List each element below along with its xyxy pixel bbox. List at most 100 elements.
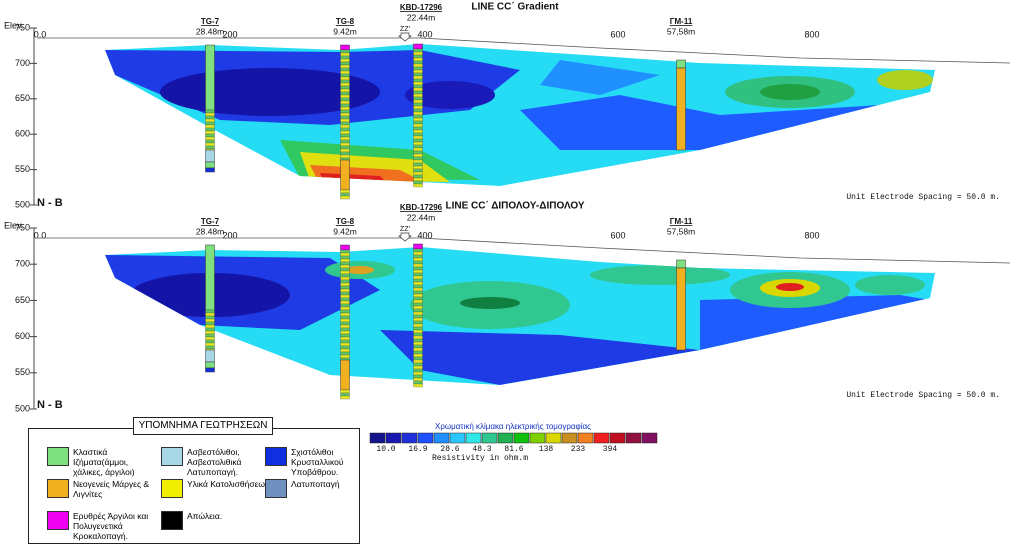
borehole-layer xyxy=(340,333,350,338)
legend-item: Λατυποπαγή xyxy=(265,479,357,498)
borehole-layer xyxy=(340,312,350,317)
borehole-layer xyxy=(340,148,350,153)
distance-tick-label: 400 xyxy=(417,29,432,39)
borehole-layer xyxy=(340,58,350,63)
borehole-depth: 22.44m xyxy=(407,12,435,22)
spacing-note: Unit Electrode Spacing = 50.0 m. xyxy=(846,193,1000,202)
legend-text: Ασβεστόλιθοι, Ασβεστολιθικά Λατυποπαγή. xyxy=(187,447,242,477)
scale-swatch xyxy=(481,432,498,444)
borehole-layer xyxy=(340,300,350,305)
distance-tick-label: 0.0 xyxy=(34,29,47,39)
borehole-layer xyxy=(413,78,423,83)
borehole-layer xyxy=(413,57,423,62)
borehole-layer xyxy=(340,151,350,156)
borehole-layer xyxy=(340,264,350,269)
resistivity-zone xyxy=(160,68,380,116)
legend-item: Ερυθρές Άργιλοι και Πολυγενετικά Κροκαλο… xyxy=(47,511,159,541)
borehole-layer xyxy=(413,177,423,182)
borehole-layer xyxy=(413,311,423,316)
borehole-layer xyxy=(340,348,350,353)
borehole-layer xyxy=(340,70,350,75)
borehole-layer xyxy=(340,82,350,87)
borehole-layer xyxy=(413,180,423,185)
scale-swatch xyxy=(513,432,530,444)
borehole-layer xyxy=(205,121,215,126)
resistivity-zone xyxy=(380,330,700,385)
borehole-layer xyxy=(205,124,215,129)
legend-title: ΥΠΟΜΝΗΜΑ ΓΕΩΤΡΗΣΕΩΝ xyxy=(133,417,273,435)
scale-swatch xyxy=(593,432,610,444)
borehole-layer xyxy=(205,109,215,114)
borehole-layer xyxy=(340,94,350,99)
borehole-layer xyxy=(413,275,423,280)
borehole-layer xyxy=(340,389,350,394)
elevation-tick-label: 500 xyxy=(15,403,30,413)
resistivity-zone xyxy=(405,81,495,109)
borehole-layer xyxy=(340,79,350,84)
borehole-layer xyxy=(413,284,423,289)
legend-swatch xyxy=(161,447,183,466)
borehole-layer xyxy=(413,84,423,89)
borehole-layer xyxy=(413,305,423,310)
borehole-layer xyxy=(340,273,350,278)
scale-swatch xyxy=(417,432,434,444)
legend-item: Ασβεστόλιθοι, Ασβεστολιθικά Λατυποπαγή. xyxy=(161,447,273,477)
legend-item: Κλαστικά Ιζήματα(άμμοι, χάλικες, άργιλοι… xyxy=(47,447,159,477)
scale-swatch xyxy=(385,432,402,444)
scale-swatch xyxy=(561,432,578,444)
borehole-layer xyxy=(340,118,350,123)
borehole-layer xyxy=(413,356,423,361)
borehole-layer xyxy=(676,259,686,269)
resistivity-zone xyxy=(855,275,925,295)
borehole-layer xyxy=(413,129,423,134)
borehole-layer xyxy=(413,290,423,295)
resistivity-zone xyxy=(460,297,520,309)
borehole-layer xyxy=(413,243,423,250)
borehole-layer xyxy=(413,162,423,167)
borehole-layer xyxy=(413,87,423,92)
borehole-layer xyxy=(413,344,423,349)
direction-label: N - B xyxy=(37,399,63,411)
borehole-layer xyxy=(340,142,350,147)
borehole-layer xyxy=(340,106,350,111)
borehole-layer xyxy=(413,332,423,337)
distance-tick-label: 0.0 xyxy=(34,230,47,240)
borehole-layer xyxy=(340,49,350,54)
borehole-layer xyxy=(340,395,350,400)
borehole-layer xyxy=(413,272,423,277)
borehole-layer xyxy=(205,336,215,341)
borehole-layer xyxy=(340,103,350,108)
direction-label: N - B xyxy=(37,197,63,209)
borehole-layer xyxy=(413,144,423,149)
marker-arrow xyxy=(398,32,412,42)
borehole-depth: 57,58m xyxy=(667,26,695,36)
borehole-layer xyxy=(413,135,423,140)
borehole-layer xyxy=(413,138,423,143)
borehole-layer xyxy=(413,66,423,71)
borehole-layer xyxy=(340,159,350,191)
borehole-layer xyxy=(413,51,423,56)
borehole-layer xyxy=(340,115,350,120)
borehole-layer xyxy=(205,345,215,350)
borehole-layer xyxy=(205,339,215,344)
borehole-layer xyxy=(413,72,423,77)
resistivity-section xyxy=(105,247,935,385)
borehole-layer xyxy=(205,309,215,314)
borehole-layer xyxy=(413,341,423,346)
borehole-layer xyxy=(340,306,350,311)
borehole-depth: 57,58m xyxy=(667,226,695,236)
legend-text: Λατυποπαγή xyxy=(291,479,340,489)
scale-swatch xyxy=(401,432,418,444)
borehole-layer xyxy=(413,141,423,146)
resistivity-zone xyxy=(776,283,804,291)
borehole-layer xyxy=(205,112,215,117)
borehole-layer xyxy=(340,154,350,159)
borehole-layer xyxy=(205,115,215,120)
borehole-layer xyxy=(413,165,423,170)
borehole-layer xyxy=(205,142,215,147)
borehole-layer xyxy=(340,88,350,93)
borehole-layer xyxy=(340,255,350,260)
borehole-layer xyxy=(205,149,215,163)
scale-swatch xyxy=(577,432,594,444)
